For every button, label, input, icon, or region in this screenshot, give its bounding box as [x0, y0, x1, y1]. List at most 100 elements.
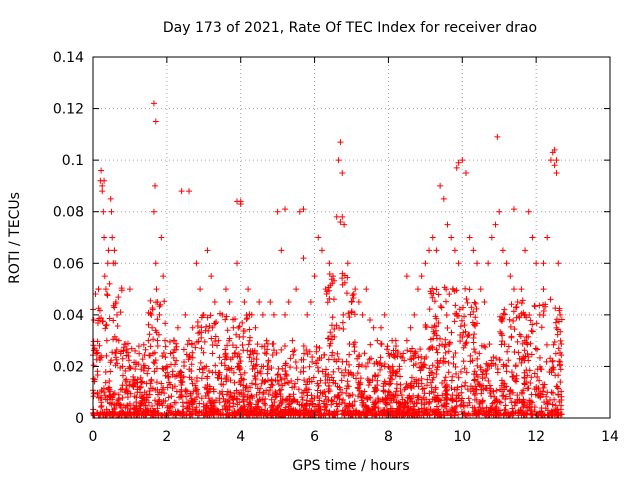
data-point	[518, 412, 525, 419]
data-point	[334, 392, 341, 399]
data-point	[509, 405, 516, 412]
data-point	[441, 397, 448, 404]
data-point	[324, 299, 331, 306]
data-point	[326, 287, 333, 294]
data-point	[322, 380, 329, 387]
data-point	[292, 359, 299, 366]
data-point	[371, 388, 378, 395]
data-point	[351, 339, 358, 346]
data-point	[344, 378, 351, 385]
data-point	[198, 334, 205, 341]
data-point	[314, 364, 321, 371]
data-point	[457, 323, 464, 330]
data-point	[254, 412, 261, 419]
data-point	[145, 337, 152, 344]
data-point	[256, 411, 263, 418]
data-point	[118, 412, 125, 419]
data-point	[205, 395, 212, 402]
data-point	[96, 342, 103, 349]
data-point	[401, 412, 408, 419]
data-point	[512, 304, 519, 311]
data-point	[246, 326, 253, 333]
data-point	[317, 377, 324, 384]
data-point	[112, 350, 119, 357]
data-point	[435, 319, 442, 326]
data-point	[522, 311, 529, 318]
data-point	[523, 378, 530, 385]
data-point	[159, 352, 166, 359]
data-point	[349, 401, 356, 408]
data-point	[464, 299, 471, 306]
data-point	[314, 380, 321, 387]
data-point	[482, 367, 489, 374]
data-point	[200, 349, 207, 356]
data-point	[341, 272, 348, 279]
data-point	[466, 234, 473, 241]
data-point	[380, 388, 387, 395]
data-point	[532, 345, 539, 352]
data-point	[540, 260, 547, 267]
data-point	[102, 322, 109, 329]
data-point	[257, 385, 264, 392]
data-point	[392, 337, 399, 344]
data-point	[222, 398, 229, 405]
data-point	[453, 392, 460, 399]
data-point	[305, 386, 312, 393]
data-point	[152, 327, 159, 334]
data-point	[211, 320, 218, 327]
data-point	[237, 365, 244, 372]
data-point	[223, 313, 230, 320]
data-point	[377, 366, 384, 373]
data-point	[499, 247, 506, 254]
data-point	[319, 368, 326, 375]
data-point	[180, 346, 187, 353]
data-point	[178, 369, 185, 376]
data-point	[133, 361, 140, 368]
data-point	[351, 348, 358, 355]
data-point	[437, 182, 444, 189]
data-point	[269, 352, 276, 359]
data-point	[471, 331, 478, 338]
data-point	[433, 247, 440, 254]
data-point	[521, 369, 528, 376]
data-point	[314, 393, 321, 400]
data-point	[237, 371, 244, 378]
data-point	[281, 375, 288, 382]
x-tick-label: 14	[601, 429, 619, 445]
data-point	[488, 406, 495, 413]
data-point	[533, 320, 540, 327]
data-point	[150, 412, 157, 419]
data-point	[486, 341, 493, 348]
data-point	[503, 362, 510, 369]
data-point	[455, 374, 462, 381]
data-point	[102, 286, 109, 293]
data-point	[264, 377, 271, 384]
data-point	[156, 389, 163, 396]
data-point	[334, 350, 341, 357]
data-point	[460, 344, 467, 351]
data-point	[108, 208, 115, 215]
data-point	[240, 398, 247, 405]
data-point	[235, 324, 242, 331]
data-point	[269, 341, 276, 348]
data-point	[546, 411, 553, 418]
data-point	[196, 408, 203, 415]
data-point	[330, 379, 337, 386]
data-point	[114, 322, 121, 329]
data-point	[463, 369, 470, 376]
data-point	[449, 396, 456, 403]
data-point	[471, 299, 478, 306]
data-point	[210, 402, 217, 409]
data-point	[518, 359, 525, 366]
data-point	[442, 374, 449, 381]
data-point	[519, 297, 526, 304]
data-point	[527, 398, 534, 405]
data-point	[233, 344, 240, 351]
data-point	[366, 317, 373, 324]
data-point	[94, 349, 101, 356]
data-point	[299, 402, 306, 409]
data-point	[551, 162, 558, 169]
data-point	[99, 318, 106, 325]
data-point	[432, 313, 439, 320]
data-point	[93, 350, 100, 357]
